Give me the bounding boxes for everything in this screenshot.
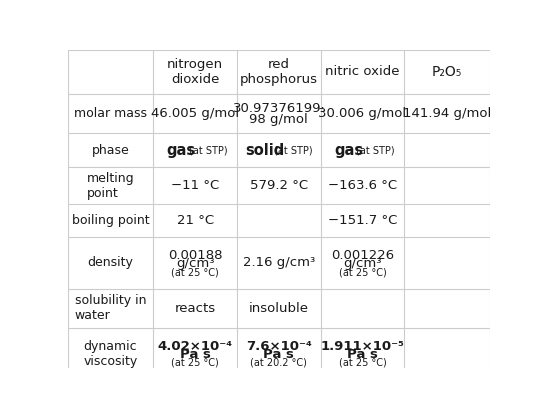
Text: 98 g/mol: 98 g/mol <box>250 113 308 126</box>
Text: 4.02×10⁻⁴: 4.02×10⁻⁴ <box>158 339 233 353</box>
Text: gas: gas <box>334 142 363 157</box>
Text: Pa s: Pa s <box>180 348 211 361</box>
Text: 46.005 g/mol: 46.005 g/mol <box>151 107 239 120</box>
Text: 7.6×10⁻⁴: 7.6×10⁻⁴ <box>246 339 312 353</box>
Text: (at 25 °C): (at 25 °C) <box>171 268 219 278</box>
Text: gas: gas <box>166 142 196 157</box>
Text: 0.001226: 0.001226 <box>331 249 394 262</box>
Text: density: density <box>88 256 134 269</box>
Text: (at STP): (at STP) <box>356 145 395 155</box>
Text: Pa s: Pa s <box>347 348 378 361</box>
Text: solubility in
water: solubility in water <box>75 294 146 322</box>
Text: (at 20.2 °C): (at 20.2 °C) <box>250 358 307 368</box>
Text: 30.97376199·: 30.97376199· <box>232 102 325 115</box>
Text: solid: solid <box>245 142 285 157</box>
Text: 0.00188: 0.00188 <box>168 249 222 262</box>
Text: g/cm³: g/cm³ <box>343 257 382 270</box>
Text: 21 °C: 21 °C <box>177 214 214 227</box>
Text: g/cm³: g/cm³ <box>176 257 214 270</box>
Text: (at STP): (at STP) <box>274 145 313 155</box>
Text: boiling point: boiling point <box>72 214 150 227</box>
Text: melting
point: melting point <box>87 172 134 200</box>
Text: −11 °C: −11 °C <box>171 179 219 192</box>
Text: Pa s: Pa s <box>263 348 294 361</box>
Text: (at 25 °C): (at 25 °C) <box>338 358 386 368</box>
Text: 1.911×10⁻⁵: 1.911×10⁻⁵ <box>320 339 404 353</box>
Text: 30.006 g/mol: 30.006 g/mol <box>318 107 406 120</box>
Text: 579.2 °C: 579.2 °C <box>250 179 308 192</box>
Text: 2.16 g/cm³: 2.16 g/cm³ <box>243 256 315 269</box>
Text: (at STP): (at STP) <box>189 145 227 155</box>
Text: (at 25 °C): (at 25 °C) <box>171 358 219 368</box>
Text: −151.7 °C: −151.7 °C <box>328 214 397 227</box>
Text: phase: phase <box>92 144 129 157</box>
Text: red
phosphorus: red phosphorus <box>240 58 318 86</box>
Text: P₂O₅: P₂O₅ <box>432 65 462 79</box>
Text: reacts: reacts <box>175 302 215 315</box>
Text: 141.94 g/mol: 141.94 g/mol <box>403 107 491 120</box>
Text: nitrogen
dioxide: nitrogen dioxide <box>167 58 223 86</box>
Text: insoluble: insoluble <box>249 302 309 315</box>
Text: nitric oxide: nitric oxide <box>325 65 400 78</box>
Text: molar mass: molar mass <box>74 107 147 120</box>
Text: −163.6 °C: −163.6 °C <box>328 179 397 192</box>
Text: (at 25 °C): (at 25 °C) <box>338 268 386 278</box>
Text: dynamic
viscosity: dynamic viscosity <box>83 340 138 368</box>
